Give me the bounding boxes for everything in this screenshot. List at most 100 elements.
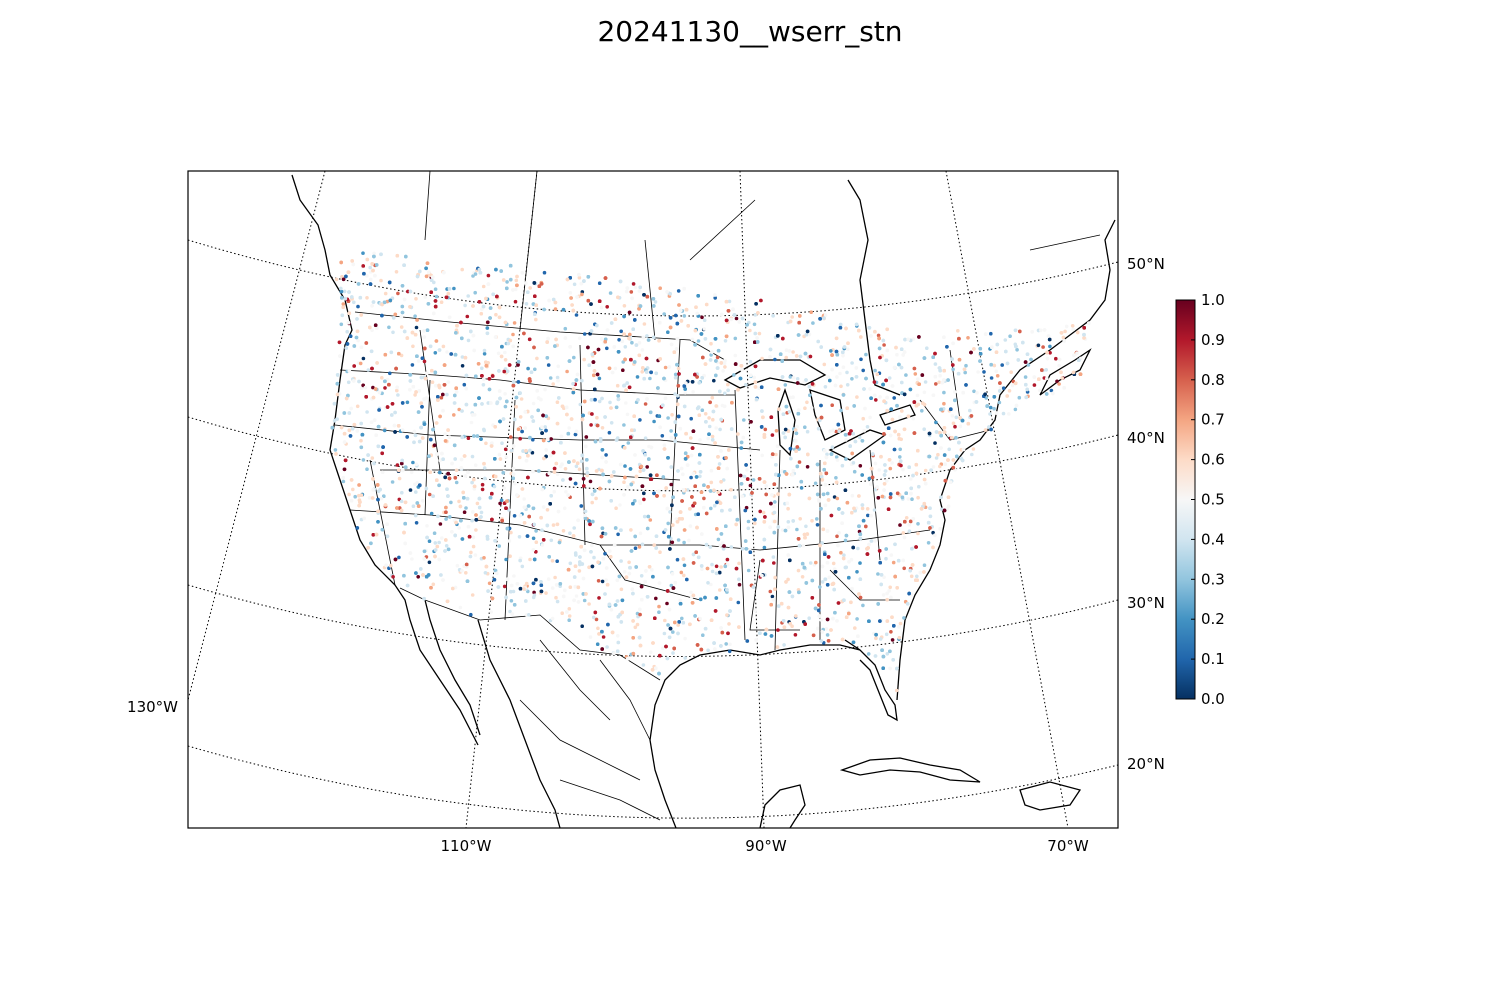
station-dot [371, 268, 375, 273]
station-dot [897, 362, 901, 367]
station-dot [379, 252, 383, 257]
station-dot [786, 429, 791, 433]
station-dot [628, 467, 633, 471]
station-dot [491, 292, 496, 297]
station-dot [574, 594, 579, 598]
station-dot [608, 400, 612, 405]
station-dot [1071, 327, 1075, 332]
station-dot [885, 408, 889, 413]
station-dot [395, 385, 400, 390]
station-dot [852, 404, 856, 408]
station-dot [972, 347, 976, 351]
station-dot [669, 429, 673, 433]
station-dot [1018, 329, 1022, 334]
station-dot [1064, 324, 1069, 329]
station-dot [560, 404, 565, 409]
station-dot [637, 289, 642, 293]
station-dot [885, 652, 890, 656]
station-dot [454, 468, 459, 473]
station-dot [445, 392, 449, 397]
station-dot [864, 352, 868, 357]
station-dot [716, 490, 721, 495]
station-dot [922, 356, 927, 360]
station-dot [881, 593, 886, 597]
station-dot [574, 313, 579, 317]
station-dot [595, 415, 599, 420]
station-dot [649, 445, 654, 450]
station-dot [718, 543, 722, 547]
station-dot [355, 317, 359, 321]
station-dot [786, 520, 791, 524]
station-dot [1057, 382, 1061, 386]
station-dot [553, 344, 557, 348]
station-dot [1029, 357, 1033, 362]
station-dot [438, 414, 442, 419]
station-dot [844, 565, 848, 570]
station-dot [983, 332, 988, 336]
station-dot [830, 353, 834, 357]
station-dot [343, 458, 348, 463]
station-dot [391, 575, 395, 579]
station-dot [550, 586, 555, 590]
station-dot [688, 507, 692, 511]
station-dot [712, 641, 716, 645]
station-dot [460, 355, 465, 359]
station-dot [453, 585, 458, 590]
station-dot [680, 616, 684, 621]
station-dot [643, 436, 648, 441]
station-dot [729, 427, 734, 431]
station-dot [938, 431, 942, 435]
station-dot [436, 514, 440, 519]
station-dot [662, 443, 667, 448]
station-dot [347, 428, 352, 433]
station-dot [783, 427, 788, 432]
station-dot [763, 427, 768, 432]
station-dot [522, 521, 527, 525]
station-dot [445, 599, 450, 604]
station-dot [397, 468, 401, 473]
station-dot [459, 466, 464, 470]
station-dot [757, 386, 761, 391]
station-dot [880, 494, 885, 499]
station-dot [922, 501, 927, 506]
station-dot [596, 560, 600, 564]
station-dot [413, 332, 418, 337]
station-dot [528, 286, 532, 290]
station-dot [785, 501, 790, 506]
station-dot [585, 471, 590, 475]
station-dot [627, 310, 632, 315]
station-dot [530, 450, 535, 455]
station-dot [617, 574, 622, 579]
station-dot [772, 510, 777, 515]
station-dot [847, 431, 852, 436]
station-dot [964, 383, 968, 387]
station-dot [382, 494, 386, 499]
station-dot [642, 376, 646, 381]
station-dot [957, 336, 961, 341]
station-dot [894, 345, 898, 350]
station-dot [600, 526, 605, 530]
station-dot [673, 439, 677, 444]
station-dot [1059, 331, 1064, 335]
station-dot [370, 496, 375, 500]
station-dot [906, 337, 910, 342]
station-dot [477, 496, 482, 501]
station-dot [630, 587, 635, 591]
station-dot [454, 480, 459, 485]
station-dot [938, 527, 942, 531]
station-dot [550, 616, 555, 621]
station-dot [726, 631, 730, 636]
station-dot [856, 634, 860, 638]
station-dot [599, 337, 604, 341]
station-dot [460, 435, 465, 440]
station-dot [359, 345, 364, 350]
station-dot [899, 347, 904, 352]
station-dot [567, 614, 572, 618]
station-dot [505, 286, 509, 291]
station-dot [384, 563, 388, 568]
station-dot [901, 353, 905, 357]
canada-provincial-lines [424, 171, 1101, 341]
station-dot [433, 287, 438, 292]
station-dot [359, 517, 364, 522]
station-dot [922, 563, 927, 567]
